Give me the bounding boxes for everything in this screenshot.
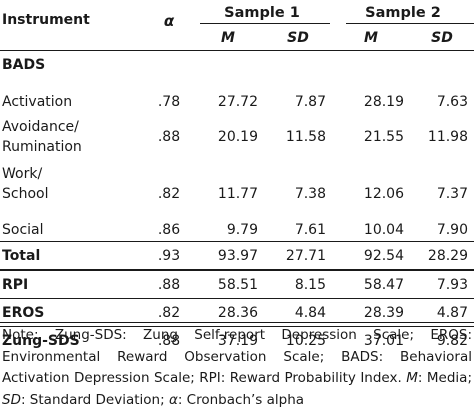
table-row: Work/School .82 11.77 7.38 12.06 7.37 — [0, 160, 474, 207]
header-row-2: M SD M SD — [0, 26, 474, 51]
cell-sd1: 27.71 — [285, 247, 326, 264]
cell-alpha: .86 — [157, 222, 181, 238]
cell-m2: 12.06 — [363, 186, 404, 202]
table-row: EROS .82 28.36 4.84 28.39 4.87 — [0, 298, 474, 327]
row-label-line: Rumination — [2, 139, 82, 155]
note-text: Note: Zung-SDS: Zung Self-report Depress… — [2, 327, 472, 386]
header-alpha: α — [163, 12, 175, 30]
cell-alpha: .88 — [157, 128, 181, 145]
cell-sd2: 7.63 — [436, 94, 468, 110]
row-label-rpi: RPI — [2, 276, 29, 293]
table-row: Zung-SDS .88 37.19 10.25 37.01 9.82 — [0, 326, 474, 355]
table-row: RPI .88 58.51 8.15 58.47 7.93 — [0, 270, 474, 299]
cell-sd2: 28.29 — [427, 247, 468, 264]
cell-sd1: 7.38 — [294, 186, 326, 202]
cell-m2: 92.54 — [363, 247, 404, 264]
cell-m2: 58.47 — [363, 276, 404, 293]
note-text: : Cronbach’s alpha — [177, 391, 305, 408]
header-sample-1: Sample 1 — [224, 5, 300, 21]
header-sample-2: Sample 2 — [365, 5, 441, 21]
header-m-2: M — [364, 30, 378, 46]
header-sd-1: SD — [287, 30, 309, 46]
note-alpha-symbol: α — [168, 391, 178, 408]
table-row: Avoidance/Rumination .88 20.19 11.58 21.… — [0, 113, 474, 160]
cell-m1: 93.97 — [217, 247, 258, 264]
cell-sd2: 11.98 — [427, 128, 468, 145]
row-label-line: Work/ — [2, 166, 43, 182]
table-row: Activation .78 27.72 7.87 28.19 7.63 — [0, 79, 474, 113]
statistics-table: Instrument α Sample 1 Sample 2 M SD M SD… — [0, 0, 474, 355]
cell-m1: 20.19 — [217, 128, 258, 145]
cell-m2: 28.19 — [363, 94, 404, 110]
row-label-social: Social — [2, 222, 44, 238]
cell-m2: 37.01 — [363, 332, 404, 349]
row-label-avoidance: Avoidance/Rumination — [0, 113, 146, 160]
cell-alpha: .82 — [157, 186, 181, 202]
cell-alpha: .93 — [157, 247, 181, 264]
cell-m1: 28.36 — [217, 304, 258, 321]
cell-m1: 27.72 — [217, 94, 258, 110]
cell-alpha: .82 — [157, 304, 181, 321]
table-bottom-rule — [0, 322, 474, 323]
cell-sd1: 8.15 — [294, 276, 326, 293]
cell-alpha: .88 — [157, 276, 181, 293]
cell-sd1: 7.87 — [294, 94, 326, 110]
sample-1-underline — [200, 23, 330, 24]
cell-m2: 10.04 — [363, 222, 404, 238]
note-sd-symbol: SD — [2, 391, 21, 408]
cell-sd1: 7.61 — [294, 222, 326, 238]
table-note: Note: Zung-SDS: Zung Self-report Depress… — [2, 325, 472, 411]
header-instrument: Instrument — [2, 12, 90, 28]
cell-m1: 11.77 — [217, 186, 258, 202]
row-label-eros: EROS — [2, 304, 45, 321]
row-label-work: Work/School — [0, 160, 146, 207]
section-row-bads: BADS — [0, 50, 474, 80]
header-row-1: Instrument α Sample 1 Sample 2 — [0, 0, 474, 30]
note-text: : Media; — [417, 370, 473, 386]
sample-2-underline — [346, 23, 474, 24]
cell-sd2: 9.82 — [436, 332, 468, 349]
row-label-line: Avoidance/ — [2, 119, 79, 135]
table-row: Social .86 9.79 7.61 10.04 7.90 — [0, 207, 474, 242]
note-text: : Standard Deviation; — [20, 391, 169, 408]
header-m-1: M — [221, 30, 235, 46]
cell-alpha: .78 — [157, 94, 181, 110]
header-sd-2: SD — [431, 30, 453, 46]
cell-sd2: 7.93 — [436, 276, 468, 293]
row-label-line: School — [2, 186, 49, 202]
row-label-zung: Zung-SDS — [2, 332, 80, 349]
cell-sd2: 4.87 — [436, 304, 468, 321]
cell-m1: 58.51 — [217, 276, 258, 293]
cell-m2: 21.55 — [363, 128, 404, 145]
cell-sd1: 10.25 — [285, 332, 326, 349]
cell-sd2: 7.90 — [436, 222, 468, 238]
table-row-total: Total .93 93.97 27.71 92.54 28.29 — [0, 241, 474, 271]
cell-sd1: 11.58 — [285, 128, 326, 145]
row-label-activation: Activation — [2, 94, 73, 110]
section-label-bads: BADS — [2, 57, 46, 73]
cell-m2: 28.39 — [363, 304, 404, 321]
row-label-total: Total — [2, 247, 41, 264]
cell-m1: 37.19 — [217, 332, 258, 349]
note-m-symbol: M — [406, 370, 418, 386]
cell-sd2: 7.37 — [436, 186, 468, 202]
cell-sd1: 4.84 — [294, 304, 326, 321]
cell-alpha: .88 — [157, 332, 181, 349]
cell-m1: 9.79 — [226, 222, 258, 238]
